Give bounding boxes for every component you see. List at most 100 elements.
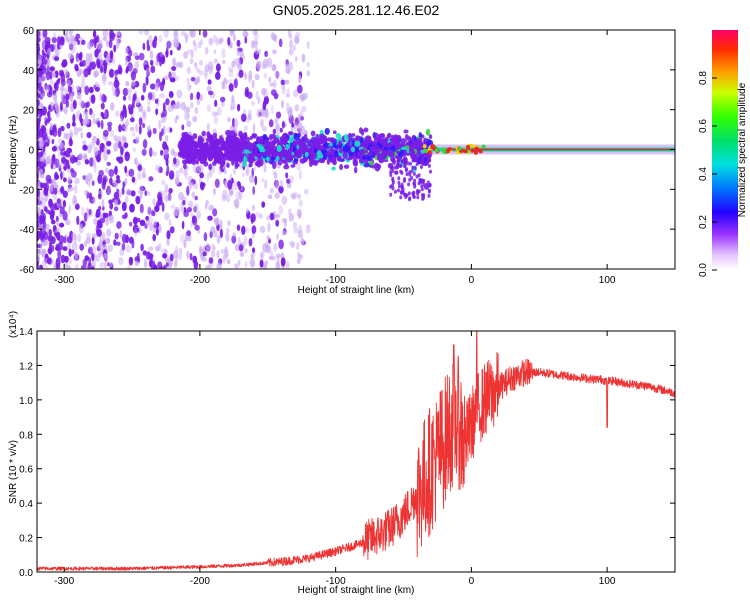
branch-dot xyxy=(425,160,429,165)
noise-dot xyxy=(85,52,90,63)
noise-dot xyxy=(58,162,62,169)
noise-dot xyxy=(56,158,60,164)
noise-dot xyxy=(51,138,55,145)
noise-dot xyxy=(169,253,174,262)
noise-dot xyxy=(62,200,66,208)
noise-dot xyxy=(45,209,51,214)
noise-dot xyxy=(56,145,61,151)
noise-dot xyxy=(52,164,57,170)
noise-dot xyxy=(273,179,279,188)
noise-dot xyxy=(227,36,231,46)
noise-dot xyxy=(251,79,255,89)
band-dot xyxy=(219,135,223,141)
noise-dot xyxy=(172,57,177,67)
noise-dot xyxy=(194,195,198,201)
noise-dot xyxy=(93,162,97,173)
snr-frame xyxy=(36,330,676,573)
noise-dot xyxy=(84,85,90,96)
branch-dot xyxy=(402,159,406,164)
noise-dot xyxy=(135,195,141,205)
noise-dot xyxy=(231,60,236,67)
band-dot xyxy=(338,148,344,154)
band-dot xyxy=(406,149,410,154)
noise-dot xyxy=(296,208,302,217)
noise-dot xyxy=(60,185,65,195)
band-dot xyxy=(282,152,287,159)
tone-onset-dot xyxy=(457,146,462,151)
noise-dot xyxy=(142,42,146,51)
noise-dot xyxy=(231,235,237,244)
noise-dot xyxy=(192,164,199,174)
noise-dot xyxy=(108,39,113,49)
noise-dot xyxy=(81,75,85,84)
noise-dot xyxy=(285,102,290,111)
noise-dot xyxy=(205,199,209,206)
noise-dot xyxy=(208,257,214,264)
spectrogram-xlabel: Height of straight line (km) xyxy=(298,285,415,296)
noise-dot xyxy=(45,174,52,182)
noise-dot xyxy=(70,45,76,54)
noise-dot xyxy=(94,36,99,42)
noise-dot xyxy=(186,250,190,260)
noise-dot xyxy=(125,47,129,54)
noise-dot xyxy=(225,232,230,242)
noise-dot xyxy=(208,65,214,75)
band-dot xyxy=(231,159,235,166)
noise-dot xyxy=(68,138,73,147)
band-dot xyxy=(208,146,213,152)
noise-dot xyxy=(276,233,280,241)
noise-dot xyxy=(216,250,220,259)
band-dot xyxy=(283,137,290,142)
noise-dot xyxy=(146,206,152,216)
noise-dot xyxy=(200,38,204,45)
band-dot xyxy=(197,141,204,149)
noise-dot xyxy=(199,172,205,179)
noise-dot xyxy=(113,167,118,175)
noise-dot xyxy=(250,213,256,223)
noise-dot xyxy=(91,266,95,269)
noise-dot xyxy=(82,118,87,127)
noise-dot xyxy=(212,34,218,44)
x-tick-label: 100 xyxy=(599,275,616,286)
noise-dot xyxy=(288,240,295,247)
noise-dot xyxy=(288,106,293,115)
band-dot xyxy=(206,137,211,143)
noise-dot xyxy=(143,64,150,71)
noise-dot xyxy=(302,92,308,100)
noise-dot xyxy=(86,144,92,154)
branch-dot xyxy=(394,170,398,175)
noise-dot xyxy=(99,262,105,268)
branch-dot xyxy=(415,162,419,167)
noise-dot xyxy=(290,241,295,249)
band-dot xyxy=(236,155,242,161)
band-dot xyxy=(294,158,298,163)
noise-dot xyxy=(227,220,231,226)
noise-dot xyxy=(108,68,115,78)
noise-dot xyxy=(37,81,40,90)
noise-dot xyxy=(122,87,129,97)
noise-dot xyxy=(256,108,262,118)
branch-dot xyxy=(397,180,401,185)
noise-dot xyxy=(44,132,48,141)
noise-dot xyxy=(43,187,48,196)
noise-dot xyxy=(293,227,299,234)
noise-dot xyxy=(266,215,270,221)
band-dot xyxy=(201,149,205,155)
noise-dot xyxy=(104,109,109,119)
noise-dot xyxy=(192,40,196,46)
noise-dot xyxy=(259,259,264,268)
noise-dot xyxy=(130,117,135,123)
noise-dot xyxy=(48,198,53,208)
branch-dot xyxy=(408,161,412,166)
branch-dot xyxy=(397,176,401,181)
noise-dot xyxy=(162,253,168,259)
noise-dot xyxy=(149,50,154,60)
band-dot xyxy=(343,164,350,169)
band-dot xyxy=(406,136,412,142)
noise-dot xyxy=(53,56,60,61)
noise-dot xyxy=(50,104,54,110)
band-dot xyxy=(180,149,187,155)
band-dot xyxy=(360,137,364,143)
noise-dot xyxy=(101,73,107,82)
